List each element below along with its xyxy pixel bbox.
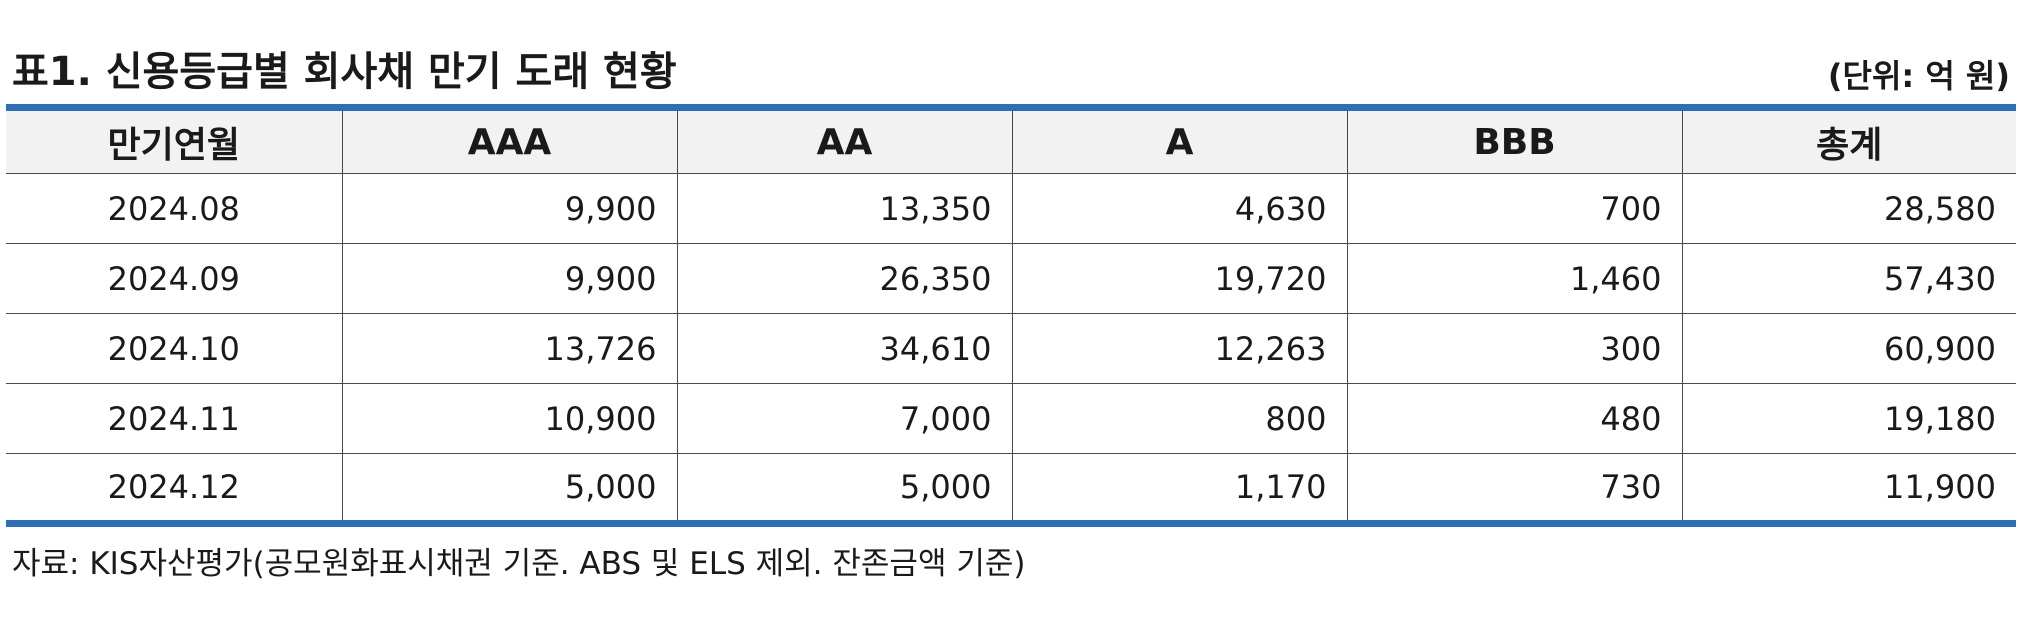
header-total: 총계 bbox=[1682, 107, 2016, 174]
cell-bbb: 700 bbox=[1347, 173, 1683, 244]
cell-period: 2024.12 bbox=[6, 453, 343, 524]
header-aa: AA bbox=[677, 107, 1013, 174]
cell-aaa: 13,726 bbox=[342, 313, 678, 384]
table-row: 2024.11 10,900 7,000 800 480 19,180 bbox=[6, 383, 2016, 454]
cell-total: 11,900 bbox=[1884, 468, 1996, 506]
cell-a: 800 bbox=[1012, 383, 1348, 454]
cell-period: 2024.11 bbox=[6, 383, 343, 454]
cell-bbb: 300 bbox=[1347, 313, 1683, 384]
table-row: 2024.08 9,900 13,350 4,630 700 28,580 bbox=[6, 173, 2016, 244]
cell-aa: 13,350 bbox=[677, 173, 1013, 244]
cell-a: 4,630 bbox=[1012, 173, 1348, 244]
cell-total: 57,430 bbox=[1682, 243, 2016, 314]
table-row: 2024.12 5,000 5,000 1,170 730 11,900 bbox=[6, 453, 2016, 524]
maturity-table: 만기연월 AAA AA A BBB 총계 2024.08 9,900 13,35… bbox=[6, 104, 2016, 527]
cell-aa: 5,000 bbox=[677, 453, 1013, 524]
cell-a: 1,170 bbox=[1012, 453, 1348, 524]
cell-total: 28,580 bbox=[1682, 173, 2016, 244]
cell-aa: 34,610 bbox=[677, 313, 1013, 384]
table-row: 2024.10 13,726 34,610 12,263 300 60,900 bbox=[6, 313, 2016, 384]
source-footnote: 자료: KIS자산평가(공모원화표시채권 기준. ABS 및 ELS 제외. 잔… bbox=[12, 546, 1026, 582]
cell-bbb: 730 bbox=[1347, 453, 1683, 524]
cell-total: 19,180 bbox=[1682, 383, 2016, 454]
cell-a: 19,720 bbox=[1012, 243, 1348, 314]
cell-aa: 26,350 bbox=[677, 243, 1013, 314]
cell-bbb: 480 bbox=[1347, 383, 1683, 454]
cell-period: 2024.08 bbox=[6, 173, 343, 244]
cell-aa: 7,000 bbox=[677, 383, 1013, 454]
cell-aaa: 10,900 bbox=[342, 383, 678, 454]
header-a: A bbox=[1012, 107, 1348, 174]
unit-label: (단위: 억 원) bbox=[1827, 57, 2010, 95]
cell-total: 60,900 bbox=[1682, 313, 2016, 384]
cell-aaa: 5,000 bbox=[342, 453, 678, 524]
cell-period: 2024.09 bbox=[6, 243, 343, 314]
cell-a: 12,263 bbox=[1012, 313, 1348, 384]
title-row: 표1. 신용등급별 회사채 만기 도래 현황 (단위: 억 원) bbox=[12, 44, 2010, 100]
table-title: 표1. 신용등급별 회사채 만기 도래 현황 bbox=[12, 49, 677, 95]
header-bbb: BBB bbox=[1347, 107, 1683, 174]
table-row: 2024.09 9,900 26,350 19,720 1,460 57,430 bbox=[6, 243, 2016, 314]
table-header-row: 만기연월 AAA AA A BBB 총계 bbox=[6, 107, 2016, 174]
cell-aaa: 9,900 bbox=[342, 243, 678, 314]
header-period: 만기연월 bbox=[6, 107, 343, 174]
header-aaa: AAA bbox=[342, 107, 678, 174]
cell-bbb: 1,460 bbox=[1347, 243, 1683, 314]
cell-period: 2024.10 bbox=[6, 313, 343, 384]
cell-aaa: 9,900 bbox=[342, 173, 678, 244]
